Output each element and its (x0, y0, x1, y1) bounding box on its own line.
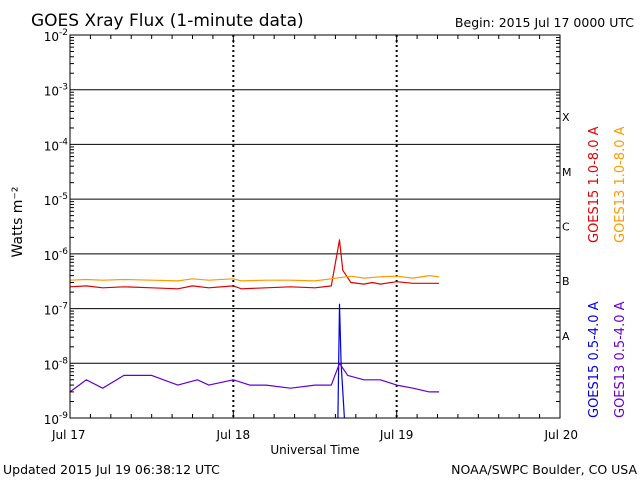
y-tick-label: 10-7 (44, 302, 68, 318)
series-line (69, 275, 440, 282)
x-axis-ticks: Jul 17 Jul 18 Jul 19 Jul 20 (51, 35, 578, 442)
flare-class-label: A (562, 330, 570, 343)
series-group (69, 239, 440, 419)
x-tick-label: Jul 18 (216, 428, 251, 442)
y-tick-label: 10-9 (44, 411, 69, 427)
series-line (69, 362, 440, 393)
updated-timestamp: Updated 2015 Jul 19 06:38:12 UTC (3, 462, 220, 477)
flare-class-labels: A B C M X (562, 111, 572, 343)
begin-label: Begin: 2015 Jul 17 0000 UTC (455, 15, 634, 30)
y-tick-label: 10-2 (44, 28, 68, 44)
flare-class-label: M (562, 166, 572, 179)
x-tick-label: Jul 20 (543, 428, 578, 442)
legend-entry: GOES13 0.5-4.0 A (613, 301, 628, 418)
grid (70, 35, 560, 418)
legend-entry: GOES15 0.5-4.0 A (587, 301, 602, 418)
x-axis-label: Universal Time (270, 443, 359, 457)
flare-class-label: C (562, 221, 570, 234)
y-axis-label: Watts m⁻² (10, 187, 26, 258)
x-tick-label: Jul 19 (379, 428, 414, 442)
chart-title: GOES Xray Flux (1-minute data) (31, 11, 304, 31)
y-tick-label: 10-8 (44, 356, 69, 372)
legend: GOES15 1.0-8.0 A GOES13 1.0-8.0 A GOES15 0… (587, 126, 628, 418)
series-line (337, 303, 345, 419)
y-tick-label: 10-6 (44, 247, 69, 263)
flare-class-label: X (562, 111, 570, 124)
y-tick-label: 10-5 (44, 192, 68, 208)
x-tick-label: Jul 17 (51, 428, 86, 442)
legend-entry: GOES13 1.0-8.0 A (613, 126, 628, 243)
series-line (69, 239, 440, 290)
legend-entry: GOES15 1.0-8.0 A (587, 126, 602, 243)
plot-frame (69, 34, 561, 419)
y-tick-label: 10-4 (44, 137, 69, 153)
flare-class-label: B (562, 275, 570, 288)
y-axis-ticks: 10-9 10-8 10-7 10-6 10-5 10-4 10-3 10-2 (44, 28, 560, 427)
credit-label: NOAA/SWPC Boulder, CO USA (451, 462, 637, 477)
y-tick-label: 10-3 (44, 83, 68, 99)
